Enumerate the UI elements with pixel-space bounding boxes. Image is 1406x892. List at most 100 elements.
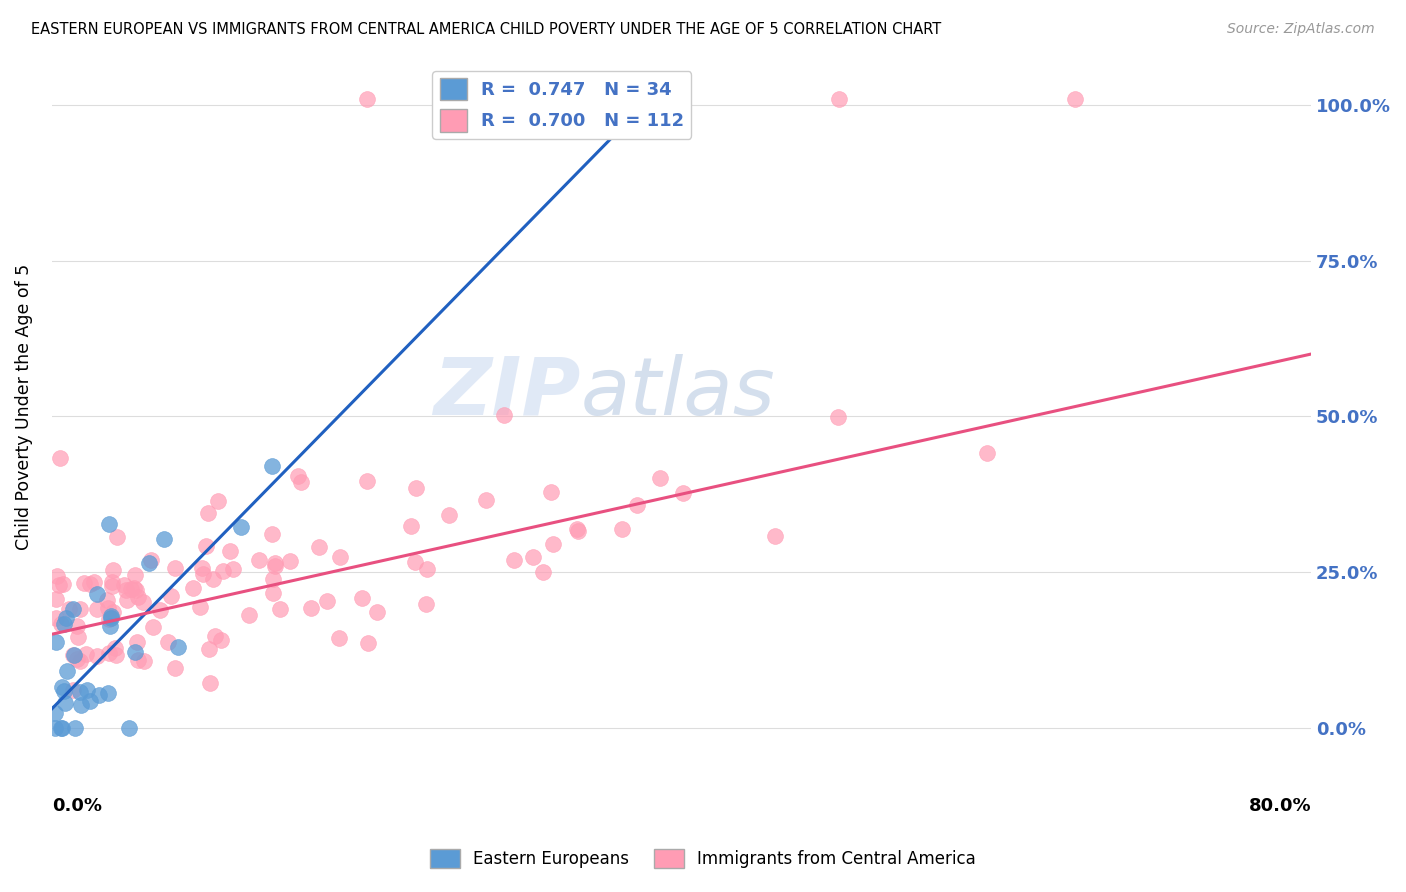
Text: EASTERN EUROPEAN VS IMMIGRANTS FROM CENTRAL AMERICA CHILD POVERTY UNDER THE AGE : EASTERN EUROPEAN VS IMMIGRANTS FROM CENT… xyxy=(31,22,941,37)
Point xyxy=(262,586,284,600)
Point xyxy=(124,645,146,659)
Point xyxy=(53,696,76,710)
Point xyxy=(399,518,422,533)
Point xyxy=(328,631,350,645)
Point xyxy=(112,577,135,591)
Point xyxy=(104,640,127,655)
Point xyxy=(503,552,526,566)
Point xyxy=(198,676,221,690)
Point xyxy=(357,636,380,650)
Point xyxy=(262,527,284,541)
Point xyxy=(522,549,544,564)
Point xyxy=(159,589,181,603)
Point xyxy=(352,591,374,606)
Point xyxy=(101,563,124,577)
Point xyxy=(69,654,91,668)
Point xyxy=(101,605,124,619)
Point xyxy=(222,562,245,576)
Point xyxy=(290,475,312,490)
Point xyxy=(51,721,73,735)
Point xyxy=(66,619,89,633)
Point xyxy=(610,522,633,536)
Point xyxy=(207,493,229,508)
Point xyxy=(308,541,330,555)
Y-axis label: Child Poverty Under the Age of 5: Child Poverty Under the Age of 5 xyxy=(15,264,32,550)
Point xyxy=(269,602,291,616)
Point xyxy=(122,581,145,595)
Point xyxy=(44,706,66,720)
Point xyxy=(201,572,224,586)
Point xyxy=(204,629,226,643)
Point xyxy=(79,577,101,591)
Point xyxy=(131,595,153,609)
Point xyxy=(114,583,136,598)
Point xyxy=(404,555,426,569)
Point xyxy=(115,593,138,607)
Point xyxy=(238,608,260,623)
Point xyxy=(827,410,849,425)
Point xyxy=(1064,92,1087,106)
Point xyxy=(654,92,676,106)
Point xyxy=(62,648,84,662)
Point xyxy=(86,648,108,663)
Point xyxy=(316,594,339,608)
Point xyxy=(219,543,242,558)
Point xyxy=(198,642,221,657)
Point xyxy=(209,632,232,647)
Point xyxy=(69,685,91,699)
Text: 80.0%: 80.0% xyxy=(1249,797,1312,815)
Point xyxy=(87,688,110,702)
Point xyxy=(70,698,93,712)
Point xyxy=(104,648,127,663)
Point xyxy=(52,577,75,591)
Point xyxy=(148,603,170,617)
Point xyxy=(540,485,562,500)
Point xyxy=(62,682,84,697)
Point xyxy=(356,474,378,488)
Point xyxy=(100,578,122,592)
Point xyxy=(153,533,176,547)
Point xyxy=(167,640,190,655)
Point xyxy=(52,617,75,632)
Point xyxy=(118,721,141,735)
Point xyxy=(565,522,588,536)
Point xyxy=(96,592,118,607)
Point xyxy=(66,651,89,665)
Point xyxy=(49,617,72,632)
Point xyxy=(648,471,671,485)
Point xyxy=(125,635,148,649)
Point xyxy=(405,482,427,496)
Point xyxy=(638,92,661,106)
Point xyxy=(138,556,160,570)
Point xyxy=(100,609,122,624)
Point xyxy=(366,605,388,619)
Text: Source: ZipAtlas.com: Source: ZipAtlas.com xyxy=(1227,22,1375,37)
Point xyxy=(51,721,73,735)
Point xyxy=(475,492,498,507)
Point xyxy=(828,92,851,106)
Point xyxy=(287,468,309,483)
Point xyxy=(439,508,461,522)
Point xyxy=(492,408,515,422)
Point xyxy=(191,561,214,575)
Point xyxy=(211,564,233,578)
Point xyxy=(163,661,186,675)
Point xyxy=(76,683,98,698)
Point xyxy=(193,566,215,581)
Point xyxy=(197,506,219,520)
Point xyxy=(592,92,614,106)
Point xyxy=(299,601,322,615)
Point xyxy=(46,569,69,583)
Point xyxy=(263,556,285,570)
Point xyxy=(567,524,589,539)
Point xyxy=(416,562,439,576)
Text: ZIP: ZIP xyxy=(433,354,581,432)
Point xyxy=(231,520,253,534)
Point xyxy=(107,530,129,544)
Point xyxy=(127,590,149,604)
Point xyxy=(48,577,70,591)
Point xyxy=(97,686,120,700)
Point xyxy=(132,654,155,668)
Point xyxy=(763,529,786,543)
Point xyxy=(44,721,66,735)
